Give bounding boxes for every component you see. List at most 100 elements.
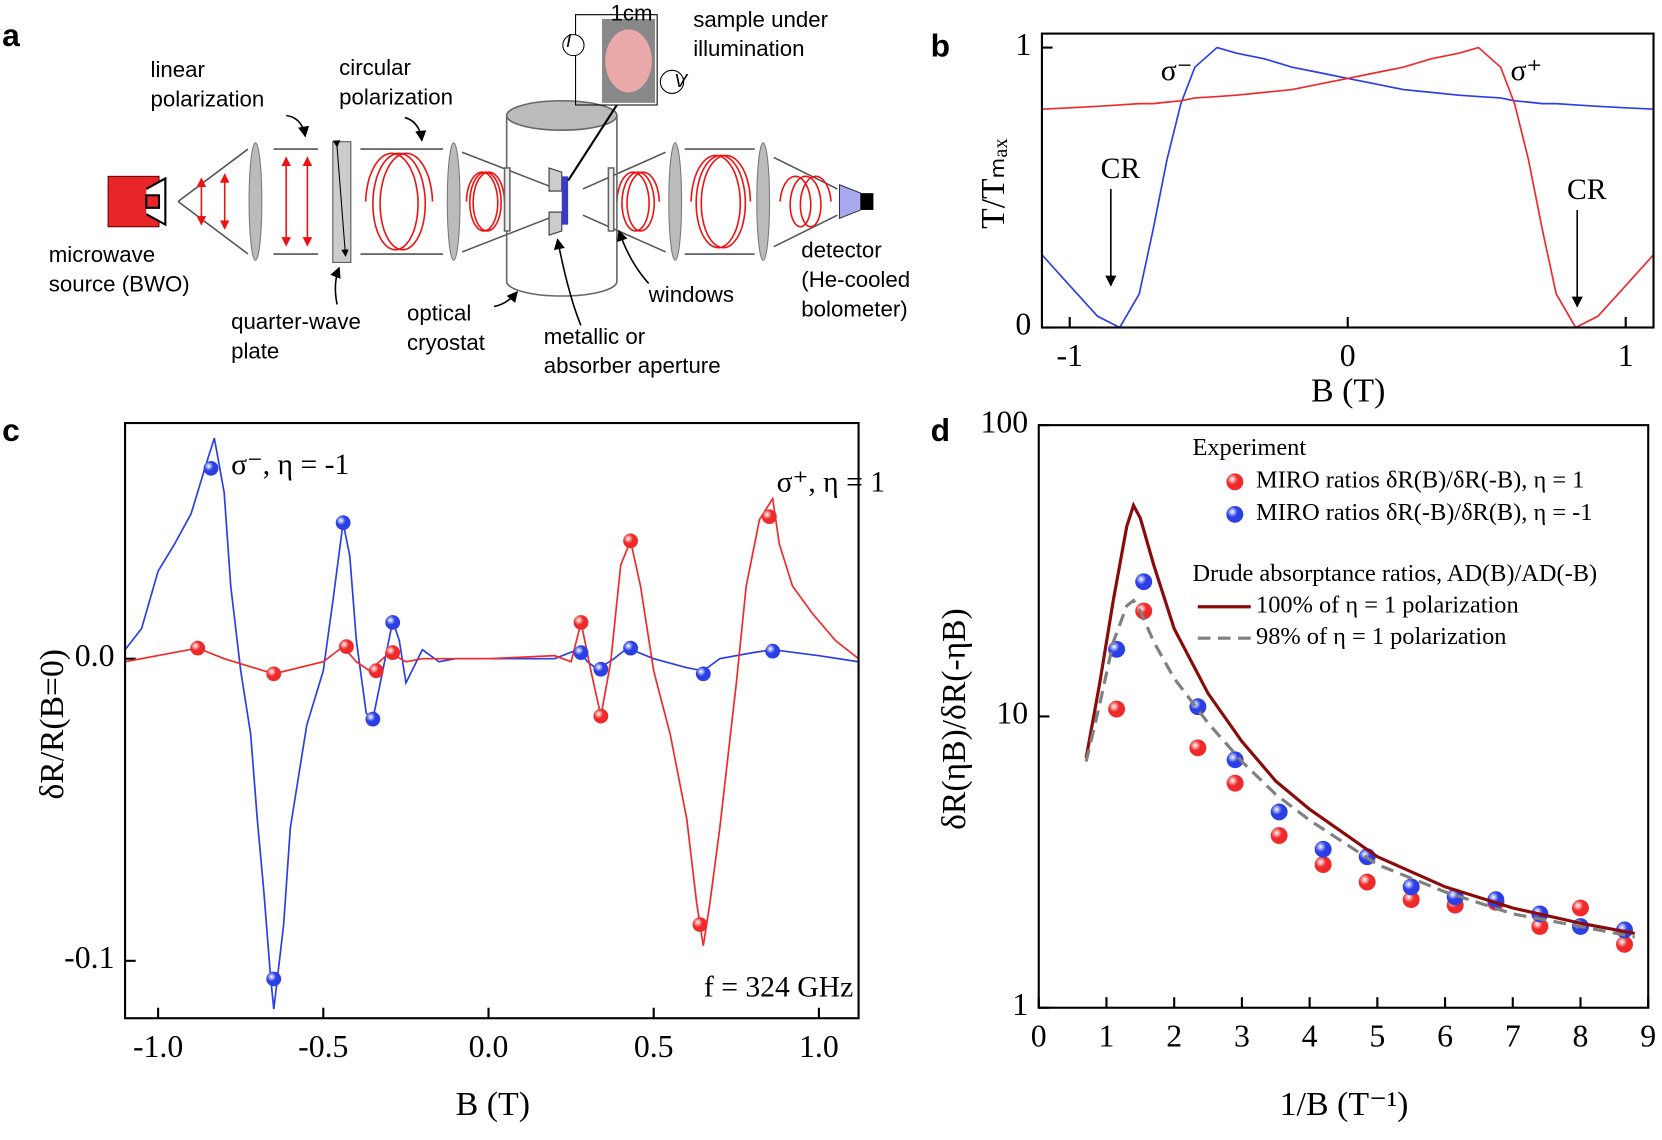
legend-label: 98% of η = 1 polarization	[1256, 623, 1506, 650]
diagram-label: polarization	[339, 85, 453, 110]
x-tick-label: 0.0	[469, 1029, 509, 1064]
data-point	[365, 711, 381, 727]
aperture	[548, 167, 563, 236]
data-point	[1314, 856, 1332, 873]
x-tick-label: 0	[1031, 1019, 1047, 1054]
x-tick-label: 0	[1340, 338, 1356, 373]
x-tick-label: 1	[1099, 1019, 1115, 1054]
polarization-spiral	[690, 154, 752, 249]
source	[107, 175, 160, 228]
linear-polarization-arrows	[196, 156, 313, 247]
panel-letter: c	[2, 412, 20, 448]
data-point	[1616, 935, 1633, 953]
x-tick-label: -1	[1056, 338, 1082, 373]
diagram-label: bolometer)	[801, 297, 907, 322]
y-tick-label: 100	[980, 405, 1028, 440]
bolometer	[860, 193, 874, 210]
data-point	[765, 643, 781, 659]
diagram-label: microwave	[49, 242, 155, 267]
legend-label: 100% of η = 1 polarization	[1256, 591, 1519, 618]
x-tick-label: 7	[1505, 1019, 1521, 1054]
horn	[145, 176, 167, 227]
x-tick-label: 3	[1234, 1019, 1250, 1054]
polarization-spiral	[779, 175, 832, 228]
data-point	[339, 639, 354, 654]
x-tick-label: 6	[1437, 1019, 1453, 1054]
data-point	[593, 708, 609, 724]
y-tick-label: -0.1	[64, 940, 114, 975]
detector	[838, 183, 862, 220]
diagram-label: I	[566, 31, 572, 52]
y-axis-title: δR/R(B=0)	[34, 649, 71, 799]
x-tick-label: 0.5	[634, 1029, 674, 1064]
series-line	[1041, 46, 1654, 328]
series-line	[1084, 598, 1635, 939]
data-point	[1226, 774, 1244, 792]
data-point	[368, 663, 384, 679]
y-tick-label: 1	[1012, 987, 1028, 1022]
legend-marker	[1226, 473, 1244, 491]
x-tick-label: -0.5	[298, 1029, 348, 1064]
series-line	[125, 437, 859, 1010]
data-point	[1531, 918, 1549, 935]
sample-inset	[562, 14, 685, 106]
data-point	[1358, 873, 1376, 891]
legend-marker	[1226, 505, 1244, 523]
data-point	[1314, 840, 1332, 858]
data-point	[335, 515, 351, 531]
x-tick-label: 1.0	[799, 1029, 839, 1064]
lens	[248, 142, 771, 261]
polarization-spiral	[616, 171, 661, 232]
data-point	[385, 645, 401, 661]
diagram-label: illumination	[693, 36, 804, 61]
data-point	[761, 509, 777, 525]
panel-letter: d	[931, 412, 950, 448]
data-point	[203, 461, 219, 476]
pointer	[567, 104, 618, 182]
annotation: CR	[1101, 153, 1141, 185]
x-tick-label: 1	[1618, 338, 1634, 373]
chart: b -1 0 1 0 1 B (T) T/Tₘₐₓ σ⁻ σ⁺ CR CR	[931, 27, 1655, 409]
data-point	[1402, 891, 1420, 909]
beam	[177, 148, 838, 255]
data-point	[1270, 803, 1288, 821]
data-point	[573, 645, 589, 661]
data-point	[266, 666, 282, 682]
diagram-label: optical	[407, 301, 471, 326]
data-point	[1189, 739, 1207, 757]
x-tick-label: 2	[1166, 1019, 1182, 1054]
data-point	[695, 666, 711, 682]
data-point	[266, 971, 282, 987]
polarization-spiral	[364, 152, 434, 251]
diagram-label: cryostat	[407, 330, 485, 355]
y-tick-label: 1	[1015, 27, 1031, 62]
y-axis-title: δR(ηB)/δR(-ηB)	[936, 608, 973, 830]
y-tick-label: 0	[1015, 307, 1031, 342]
y-tick-label: 10	[996, 696, 1028, 731]
diagram-label: metallic or	[544, 324, 645, 349]
data-point	[593, 661, 609, 677]
legend-label: MIRO ratios δR(-B)/δR(B), η = -1	[1256, 499, 1592, 526]
data-point	[190, 640, 206, 656]
annotation: σ⁻	[1161, 55, 1193, 87]
data-point	[623, 533, 639, 549]
x-tick-label: 8	[1573, 1019, 1589, 1054]
polarization-spiral	[465, 171, 506, 232]
annotation: CR	[1567, 174, 1607, 206]
annotation: Drude absorptance ratios, AD(B)/AD(-B)	[1192, 560, 1597, 587]
series-line	[125, 496, 859, 946]
x-axis-title: 1/B (T⁻¹)	[1280, 1086, 1409, 1123]
sample	[561, 176, 569, 225]
diagram-label: windows	[648, 282, 734, 307]
diagram-label: sample under	[693, 7, 828, 32]
diagram-label: polarization	[151, 87, 265, 112]
diagram-label: circular	[339, 55, 411, 80]
diagram-label: detector	[801, 238, 881, 263]
data-point	[692, 917, 708, 932]
diagram-label: 1cm	[611, 1, 653, 26]
plate-axis	[332, 140, 349, 257]
